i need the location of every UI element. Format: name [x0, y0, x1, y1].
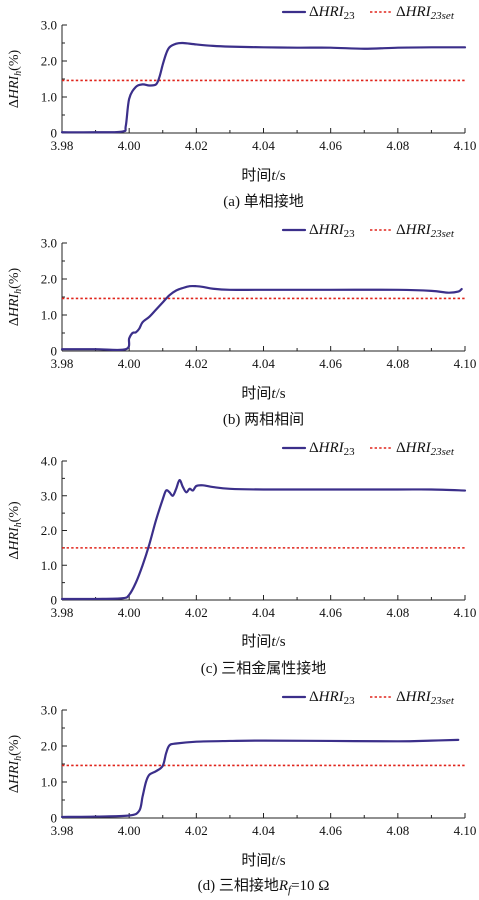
x-tick-label: 4.00 — [118, 823, 141, 838]
y-tick-label: 3.0 — [41, 488, 57, 503]
y-tick-label: 0 — [51, 126, 58, 141]
x-tick-label: 3.98 — [51, 605, 74, 620]
y-tick-label: 0 — [51, 593, 58, 608]
x-tick-label: 3.98 — [51, 356, 74, 371]
legend-label-hri23set: ΔHRI23set — [396, 689, 455, 707]
x-tick-label: 4.10 — [454, 823, 477, 838]
chart-panel-4: 3.98 4.00 4.02 4.04 4.06 4.08 4.10 0 1.0 2.0 3.0 ΔH… — [7, 689, 476, 896]
x-tick-label: 4.10 — [454, 356, 477, 371]
x-tick-label: 4.10 — [454, 605, 477, 620]
x-tick-label: 4.06 — [319, 356, 342, 371]
x-tick-label: 3.98 — [51, 823, 74, 838]
legend-label-hri23: ΔHRI23 — [309, 222, 355, 240]
x-tick-label: 4.02 — [185, 356, 208, 371]
legend-label-hri23: ΔHRI23 — [309, 689, 355, 707]
y-tick-label: 3.0 — [41, 236, 57, 251]
x-axis-label: 时间t/s — [241, 385, 285, 402]
x-tick-label: 4.00 — [118, 356, 141, 371]
y-tick-label: 3.0 — [41, 18, 57, 33]
panel-caption: (d) 三相接地Rf=10 Ω — [198, 877, 330, 896]
hri23-series-line — [60, 284, 463, 352]
legend: ΔHRI23 ΔHRI23set — [281, 440, 455, 458]
y-tick-label: 3.0 — [41, 703, 57, 718]
x-tick-label: 4.08 — [386, 605, 409, 620]
y-tick-label: 1.0 — [41, 308, 57, 323]
y-tick-label: 2.0 — [41, 272, 57, 287]
y-tick-label: 2.0 — [41, 54, 57, 69]
y-tick-label: 0 — [51, 344, 58, 359]
hri23-series-line — [60, 479, 467, 601]
y-axis-label: ΔHRIh(%) — [7, 735, 24, 794]
x-tick-label: 4.08 — [386, 138, 409, 153]
x-tick-label: 4.08 — [386, 356, 409, 371]
y-tick-label: 1.0 — [41, 558, 57, 573]
x-tick-label: 4.06 — [319, 605, 342, 620]
x-axis-label: 时间t/s — [241, 633, 285, 650]
y-axis-label: ΔHRIh(%) — [7, 50, 24, 109]
x-axis-label: 时间t/s — [241, 852, 285, 869]
legend: ΔHRI23 ΔHRI23set — [281, 222, 455, 240]
chart-panel-3: 3.98 4.00 4.02 4.04 4.06 4.08 4.10 0 1.0 2.0 3.0 4.… — [7, 440, 476, 677]
x-tick-label: 4.00 — [118, 605, 141, 620]
x-tick-label: 3.98 — [51, 138, 74, 153]
x-tick-label: 4.04 — [252, 605, 275, 620]
y-axis-label: ΔHRIh(%) — [7, 501, 24, 560]
x-tick-label: 4.02 — [185, 823, 208, 838]
y-tick-label: 4.0 — [41, 454, 57, 469]
legend-label-hri23set: ΔHRI23set — [396, 440, 455, 458]
y-tick-label: 2.0 — [41, 739, 57, 754]
x-tick-label: 4.04 — [252, 356, 275, 371]
hri23-series-line — [60, 41, 467, 134]
panel-caption: (a) 单相接地 — [223, 193, 303, 210]
legend-label-hri23set: ΔHRI23set — [396, 222, 455, 240]
y-tick-label: 1.0 — [41, 90, 57, 105]
x-tick-label: 4.10 — [454, 138, 477, 153]
x-tick-label: 4.02 — [185, 138, 208, 153]
hri23-series-line — [60, 738, 460, 819]
x-tick-label: 4.06 — [319, 823, 342, 838]
x-axis-label: 时间t/s — [241, 167, 285, 184]
y-tick-label: 1.0 — [41, 775, 57, 790]
chart-panel-2: 3.98 4.00 4.02 4.04 4.06 4.08 4.10 0 1.0 2.0 3.0 ΔH… — [7, 222, 476, 428]
x-tick-label: 4.04 — [252, 823, 275, 838]
panel-caption: (c) 三相金属性接地 — [201, 660, 326, 677]
x-tick-label: 4.06 — [319, 138, 342, 153]
legend: ΔHRI23 ΔHRI23set — [281, 689, 455, 707]
x-tick-label: 4.04 — [252, 138, 275, 153]
legend-label-hri23: ΔHRI23 — [309, 4, 355, 22]
panel-caption: (b) 两相相间 — [223, 411, 304, 428]
x-tick-label: 4.02 — [185, 605, 208, 620]
y-axis-label: ΔHRIh(%) — [7, 268, 24, 327]
chart-panel-1: 3.98 4.00 4.02 4.04 4.06 4.08 4.10 0 1.0 2.0 3.0 ΔH… — [7, 4, 476, 210]
legend: ΔHRI23 ΔHRI23set — [281, 4, 455, 22]
legend-label-hri23: ΔHRI23 — [309, 440, 355, 458]
x-tick-label: 4.00 — [118, 138, 141, 153]
legend-label-hri23set: ΔHRI23set — [396, 4, 455, 22]
y-tick-label: 0 — [51, 811, 58, 826]
y-tick-label: 2.0 — [41, 523, 57, 538]
x-tick-label: 4.08 — [386, 823, 409, 838]
